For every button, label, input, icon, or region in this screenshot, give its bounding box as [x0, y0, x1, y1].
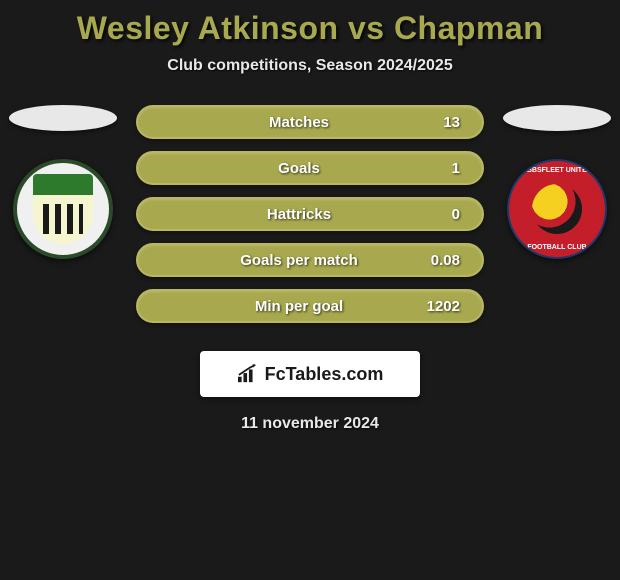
- date-label: 11 november 2024: [0, 415, 620, 433]
- main-row: Matches 13 Goals 1 Hattricks 0 Goals per…: [0, 105, 620, 323]
- stat-label: Min per goal: [138, 298, 420, 315]
- stat-row-hattricks: Hattricks 0: [136, 197, 484, 231]
- stats-column: Matches 13 Goals 1 Hattricks 0 Goals per…: [136, 105, 484, 323]
- player-right-column: EBBSFLEET UNITED FOOTBALL CLUB: [502, 105, 612, 259]
- stat-value: 13: [420, 114, 460, 131]
- stat-label: Matches: [138, 114, 420, 131]
- stat-label: Hattricks: [138, 206, 420, 223]
- branding-text: FcTables.com: [265, 364, 384, 385]
- page-title: Wesley Atkinson vs Chapman: [0, 10, 620, 47]
- stat-value: 1202: [420, 298, 460, 315]
- stat-row-min-per-goal: Min per goal 1202: [136, 289, 484, 323]
- branding-box[interactable]: FcTables.com: [200, 351, 420, 397]
- stat-value: 1: [420, 160, 460, 177]
- club-crest-right: EBBSFLEET UNITED FOOTBALL CLUB: [507, 159, 607, 259]
- crest-ball-icon: [532, 184, 582, 234]
- crest-stripes-icon: [43, 204, 83, 234]
- crest-text-top: EBBSFLEET UNITED: [509, 167, 605, 174]
- stat-value: 0: [420, 206, 460, 223]
- stat-row-matches: Matches 13: [136, 105, 484, 139]
- player-left-avatar-pill: [9, 105, 117, 131]
- crest-shield-icon: [33, 174, 93, 244]
- comparison-card: Wesley Atkinson vs Chapman Club competit…: [0, 0, 620, 443]
- stat-row-goals-per-match: Goals per match 0.08: [136, 243, 484, 277]
- stat-label: Goals per match: [138, 252, 420, 269]
- stat-label: Goals: [138, 160, 420, 177]
- stat-row-goals: Goals 1: [136, 151, 484, 185]
- stat-value: 0.08: [420, 252, 460, 269]
- player-right-avatar-pill: [503, 105, 611, 131]
- player-left-column: [8, 105, 118, 259]
- crest-text-bottom: FOOTBALL CLUB: [509, 244, 605, 251]
- page-subtitle: Club competitions, Season 2024/2025: [0, 57, 620, 75]
- bar-chart-icon: [237, 364, 259, 384]
- club-crest-left: [13, 159, 113, 259]
